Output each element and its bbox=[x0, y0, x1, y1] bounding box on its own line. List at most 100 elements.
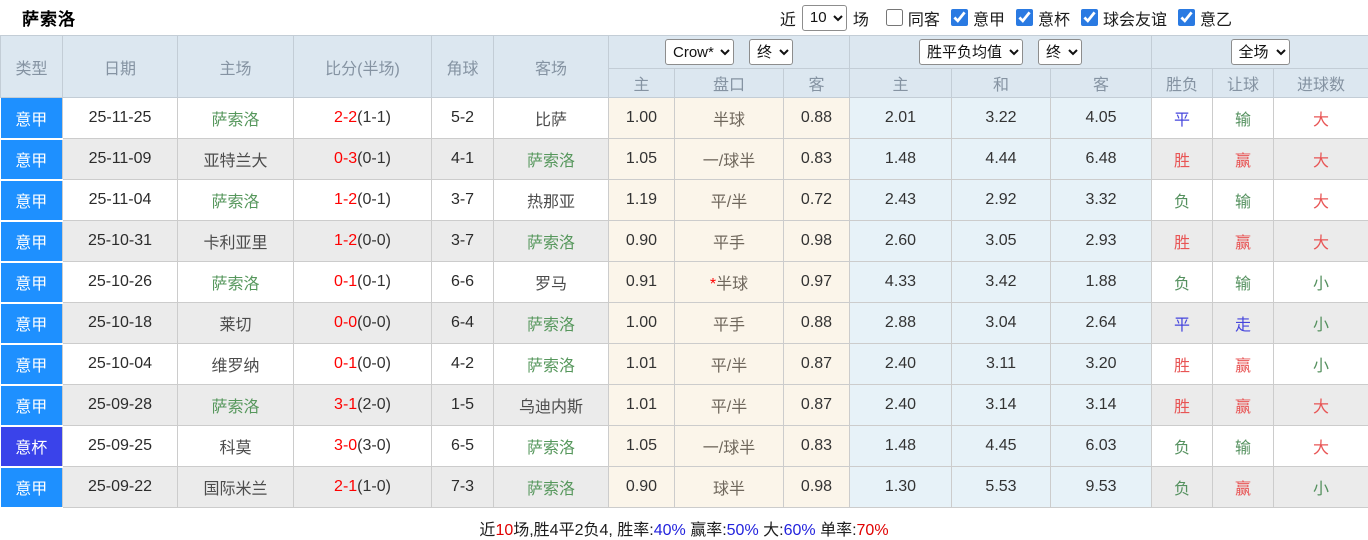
cell-date: 25-11-25 bbox=[63, 98, 178, 139]
cell-result: 胜 bbox=[1152, 385, 1213, 426]
cell-avg-home: 2.88 bbox=[850, 303, 952, 344]
cell-date: 25-11-04 bbox=[63, 180, 178, 221]
cell-odds-handicap: 平手 bbox=[675, 221, 784, 262]
cell-score: 3-0(3-0) bbox=[294, 426, 432, 467]
cell-away-team: 萨索洛 bbox=[494, 139, 609, 180]
league-checkbox-friendly[interactable] bbox=[1081, 9, 1098, 26]
full-time-score: 0-3 bbox=[334, 150, 357, 167]
cell-avg-draw: 3.42 bbox=[952, 262, 1051, 303]
same-away-checkbox[interactable] bbox=[886, 9, 903, 26]
cell-odds-home: 1.00 bbox=[609, 303, 675, 344]
cell-odds-handicap: 球半 bbox=[675, 467, 784, 508]
cell-result: 胜 bbox=[1152, 344, 1213, 385]
cell-avg-away: 3.20 bbox=[1051, 344, 1152, 385]
cell-odds-away: 0.97 bbox=[784, 262, 850, 303]
cell-league: 意甲 bbox=[1, 344, 63, 385]
avg-state-select[interactable]: 终 bbox=[1038, 39, 1082, 65]
cell-away-team: 萨索洛 bbox=[494, 221, 609, 262]
cell-home-team: 维罗纳 bbox=[178, 344, 294, 385]
cell-date: 25-09-22 bbox=[63, 467, 178, 508]
cell-goals: 大 bbox=[1274, 426, 1368, 467]
cell-odds-home: 1.01 bbox=[609, 344, 675, 385]
handicap-text: 平手 bbox=[713, 317, 745, 334]
cell-home-team: 萨索洛 bbox=[178, 98, 294, 139]
cell-avg-away: 3.14 bbox=[1051, 385, 1152, 426]
cell-avg-home: 2.40 bbox=[850, 385, 952, 426]
cell-avg-draw: 2.92 bbox=[952, 180, 1051, 221]
cell-avg-away: 6.03 bbox=[1051, 426, 1152, 467]
cell-corners: 4-2 bbox=[432, 344, 494, 385]
cell-odds-home: 1.05 bbox=[609, 426, 675, 467]
table-row: 意杯 25-09-25 科莫 3-0(3-0) 6-5 萨索洛 1.05 一/球… bbox=[1, 426, 1368, 467]
cell-goals: 小 bbox=[1274, 344, 1368, 385]
half-time-score: (1-1) bbox=[357, 109, 391, 126]
cell-corners: 6-6 bbox=[432, 262, 494, 303]
half-time-score: (0-0) bbox=[357, 232, 391, 249]
handicap-text: 球半 bbox=[713, 481, 745, 498]
cell-avg-away: 2.64 bbox=[1051, 303, 1152, 344]
avg-source-select[interactable]: 胜平负均值 bbox=[919, 39, 1023, 65]
cell-odds-home: 1.00 bbox=[609, 98, 675, 139]
cell-away-team: 萨索洛 bbox=[494, 303, 609, 344]
cell-odds-home: 1.01 bbox=[609, 385, 675, 426]
odds-source-select[interactable]: Crow* bbox=[665, 39, 734, 65]
cell-corners: 5-2 bbox=[432, 98, 494, 139]
odds-state-select[interactable]: 终 bbox=[749, 39, 793, 65]
cell-away-team: 热那亚 bbox=[494, 180, 609, 221]
cell-avg-home: 1.48 bbox=[850, 139, 952, 180]
filter-controls: 近 10 场 同客 意甲 意杯 球会友谊 意乙 bbox=[777, 5, 1235, 31]
league-label-friendly: 球会友谊 bbox=[1103, 6, 1167, 30]
cell-handicap-result: 输 bbox=[1213, 98, 1274, 139]
cell-away-team: 乌迪内斯 bbox=[494, 385, 609, 426]
scope-group-header: 全场 bbox=[1152, 36, 1368, 69]
cell-home-team: 萨索洛 bbox=[178, 180, 294, 221]
cell-home-team: 莱切 bbox=[178, 303, 294, 344]
summary-big-label: 大: bbox=[759, 522, 784, 539]
cell-league: 意甲 bbox=[1, 385, 63, 426]
cell-avg-home: 2.60 bbox=[850, 221, 952, 262]
summary-prefix: 近 bbox=[479, 522, 495, 539]
cell-handicap-result: 赢 bbox=[1213, 385, 1274, 426]
cell-avg-away: 2.93 bbox=[1051, 221, 1152, 262]
cell-result: 负 bbox=[1152, 180, 1213, 221]
cell-odds-handicap: 平/半 bbox=[675, 180, 784, 221]
cell-goals: 小 bbox=[1274, 303, 1368, 344]
match-count-select[interactable]: 10 bbox=[802, 5, 847, 31]
summary-record: 场,胜4平2负4, 胜率: bbox=[513, 522, 653, 539]
cell-corners: 6-4 bbox=[432, 303, 494, 344]
cell-score: 2-2(1-1) bbox=[294, 98, 432, 139]
cell-odds-handicap: 半球 bbox=[675, 98, 784, 139]
cell-handicap-result: 赢 bbox=[1213, 221, 1274, 262]
cell-result: 负 bbox=[1152, 467, 1213, 508]
league-checkbox-serie-b[interactable] bbox=[1178, 9, 1195, 26]
page-title: 萨索洛 bbox=[22, 5, 76, 30]
full-time-score: 2-1 bbox=[334, 478, 357, 495]
cell-away-team: 罗马 bbox=[494, 262, 609, 303]
half-time-score: (0-0) bbox=[357, 314, 391, 331]
table-row: 意甲 25-10-18 莱切 0-0(0-0) 6-4 萨索洛 1.00 平手 … bbox=[1, 303, 1368, 344]
odds-group-header: Crow* 终 bbox=[609, 36, 850, 69]
col-header-avg-home: 主 bbox=[850, 69, 952, 98]
cell-league: 意甲 bbox=[1, 303, 63, 344]
cell-score: 0-1(0-0) bbox=[294, 344, 432, 385]
cell-avg-away: 3.32 bbox=[1051, 180, 1152, 221]
col-header-type: 类型 bbox=[1, 36, 63, 98]
cell-league: 意杯 bbox=[1, 426, 63, 467]
handicap-text: 一/球半 bbox=[703, 153, 755, 170]
cell-date: 25-11-09 bbox=[63, 139, 178, 180]
topbar: 萨索洛 近 10 场 同客 意甲 意杯 球会友谊 意乙 bbox=[0, 0, 1368, 35]
cell-score: 2-1(1-0) bbox=[294, 467, 432, 508]
cell-corners: 3-7 bbox=[432, 221, 494, 262]
cell-corners: 6-5 bbox=[432, 426, 494, 467]
col-header-corners: 角球 bbox=[432, 36, 494, 98]
summary-win-rate: 40% bbox=[654, 522, 686, 539]
cell-odds-home: 0.90 bbox=[609, 467, 675, 508]
league-checkbox-serie-a[interactable] bbox=[951, 9, 968, 26]
cell-score: 0-0(0-0) bbox=[294, 303, 432, 344]
cell-score: 1-2(0-0) bbox=[294, 221, 432, 262]
league-checkbox-coppa[interactable] bbox=[1016, 9, 1033, 26]
handicap-text: 一/球半 bbox=[703, 440, 755, 457]
scope-select[interactable]: 全场 bbox=[1231, 39, 1290, 65]
cell-avg-draw: 5.53 bbox=[952, 467, 1051, 508]
cell-home-team: 卡利亚里 bbox=[178, 221, 294, 262]
